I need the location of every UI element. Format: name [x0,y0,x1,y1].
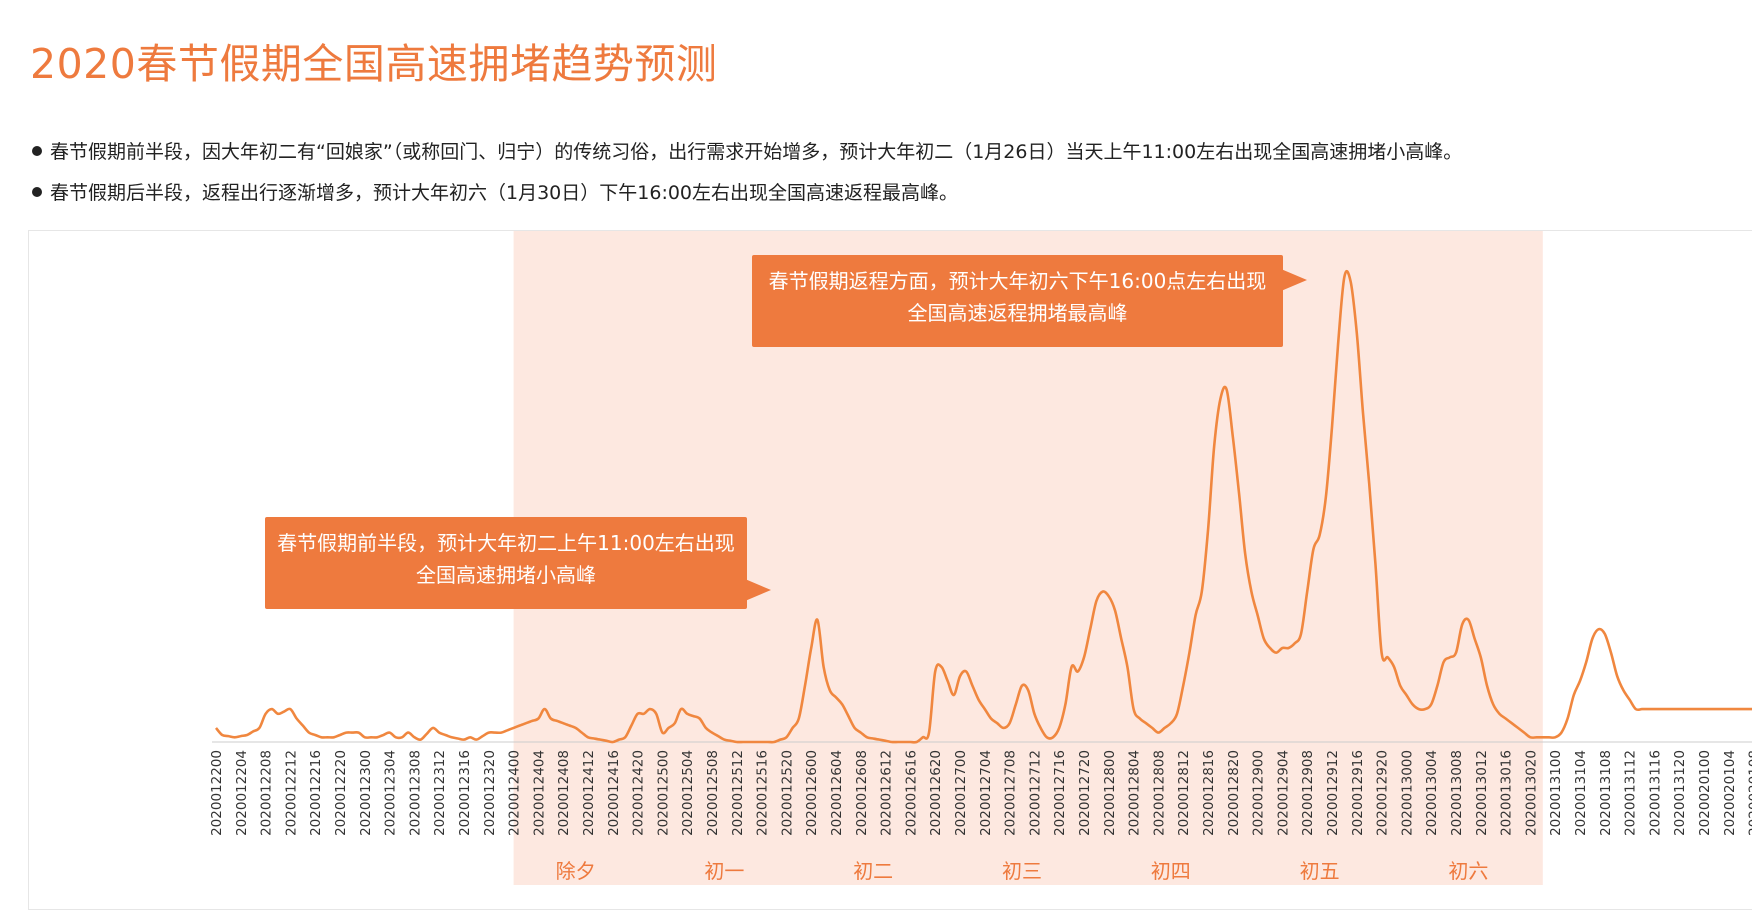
x-tick-label: 2020012608 [854,750,870,836]
x-tick-label: 2020012620 [928,750,944,836]
x-tick-label: 2020012420 [631,750,647,836]
callout-first-half-text: 春节假期前半段，预计大年初二上午11:00左右出现全国高速拥堵小高峰 [277,531,735,587]
x-tick-label: 2020012500 [655,750,671,836]
x-tick-label: 2020012820 [1226,750,1242,836]
x-tick-label: 2020020100 [1697,750,1713,836]
x-tick-label: 2020012708 [1003,750,1019,836]
x-tick-label: 2020013020 [1523,750,1539,836]
bullet-dot-icon [32,145,42,156]
day-label-4: 初三 [1002,859,1042,883]
x-tick-label: 2020012204 [234,750,250,836]
x-tick-label: 2020013116 [1647,750,1663,836]
x-tick-label: 2020012816 [1201,750,1217,836]
bullet-return-text: 春节假期后半段，返程出行逐渐增多，预计大年初六（1月30日）下午16:00左右出… [50,182,959,204]
summary-bullets: 春节假期前半段，因大年初二有“回娘家”（或称回门、归宁）的传统习俗，出行需求开始… [32,132,1462,214]
x-tick-label: 2020012308 [407,750,423,836]
x-tick-label: 2020012200 [209,750,225,836]
x-tick-label: 2020012912 [1325,750,1341,836]
day-label-3: 初二 [853,859,893,883]
day-label-2: 初一 [704,859,744,883]
x-tick-label: 2020012612 [879,750,895,836]
x-tick-label: 2020012804 [1127,750,1143,836]
x-tick-label: 2020013100 [1548,750,1564,836]
x-tick-label: 2020012704 [978,750,994,836]
x-tick-label: 2020012716 [1052,750,1068,836]
x-tick-label: 2020012216 [308,750,324,836]
x-tick-label: 2020012916 [1350,750,1366,836]
day-label-6: 初五 [1300,859,1340,883]
x-tick-label: 2020012712 [1027,750,1043,836]
page-title: 2020春节假期全国高速拥堵趋势预测 [30,40,718,88]
x-tick-label: 2020012508 [705,750,721,836]
callout-first-half-peak: 春节假期前半段，预计大年初二上午11:00左右出现全国高速拥堵小高峰 [265,517,771,609]
congestion-trend-chart: 2020012200 2020012204 2020012208 2020012212… [209,231,1752,885]
x-tick-label: 2020012700 [953,750,969,836]
x-tick-label: 2020012604 [829,750,845,836]
x-tick-label: 2020020108 [1747,750,1752,836]
x-tick-label: 2020012312 [432,750,448,836]
x-tick-label: 2020012800 [1102,750,1118,836]
x-tick-label: 2020013000 [1399,750,1415,836]
x-tick-label: 2020013120 [1672,750,1688,836]
x-tick-label: 2020012320 [482,750,498,836]
bullet-dot-icon [32,186,42,197]
x-tick-label: 2020012408 [556,750,572,836]
x-tick-label: 2020012808 [1151,750,1167,836]
bullet-first-half-text: 春节假期前半段，因大年初二有“回娘家”（或称回门、归宁）的传统习俗，出行需求开始… [50,141,1463,163]
callout-return-text: 春节假期返程方面，预计大年初六下午16:00点左右出现全国高速返程拥堵最高峰 [768,269,1267,325]
x-tick-label: 2020013112 [1623,750,1639,836]
x-tick-label: 2020012404 [531,750,547,836]
x-tick-label: 2020012304 [383,750,399,836]
x-tick-label: 2020012300 [358,750,374,836]
x-tick-label: 2020012900 [1251,750,1267,836]
x-tick-label: 2020013004 [1424,750,1440,836]
x-tick-label: 2020012316 [457,750,473,836]
x-tick-label: 2020012220 [333,750,349,836]
x-tick-label: 2020012720 [1077,750,1093,836]
x-tick-label: 2020012616 [903,750,919,836]
x-tick-label: 2020020104 [1722,750,1738,836]
x-tick-label: 2020012400 [507,750,523,836]
x-tick-label: 2020012520 [779,750,795,836]
callout-return-peak: 春节假期返程方面，预计大年初六下午16:00点左右出现全国高速返程拥堵最高峰 [752,255,1307,347]
x-tick-label: 2020012504 [680,750,696,836]
x-tick-label: 2020013012 [1474,750,1490,836]
x-tick-label: 2020012920 [1375,750,1391,836]
x-tick-label: 2020012908 [1300,750,1316,836]
x-tick-label: 2020012600 [804,750,820,836]
x-tick-label: 2020013108 [1598,750,1614,836]
bullet-return: 春节假期后半段，返程出行逐渐增多，预计大年初六（1月30日）下午16:00左右出… [32,173,1462,214]
day-label-7: 初六 [1448,859,1488,883]
x-tick-label: 2020012212 [283,750,299,836]
day-label-1: 除夕 [556,859,596,883]
x-tick-label: 2020012416 [606,750,622,836]
series-line-congestion [214,269,1752,744]
x-tick-label: 2020013016 [1499,750,1515,836]
x-tick-label: 2020012516 [755,750,771,836]
x-tick-label: 2020012512 [730,750,746,836]
x-tick-label: 2020012412 [581,750,597,836]
x-tick-label: 2020012812 [1176,750,1192,836]
x-tick-label: 2020013104 [1573,750,1589,836]
x-tick-label: 2020012208 [259,750,275,836]
bullet-first-half: 春节假期前半段，因大年初二有“回娘家”（或称回门、归宁）的传统习俗，出行需求开始… [32,132,1462,173]
day-label-5: 初四 [1151,859,1191,883]
x-tick-label: 2020012904 [1275,750,1291,836]
x-tick-label: 2020013008 [1449,750,1465,836]
